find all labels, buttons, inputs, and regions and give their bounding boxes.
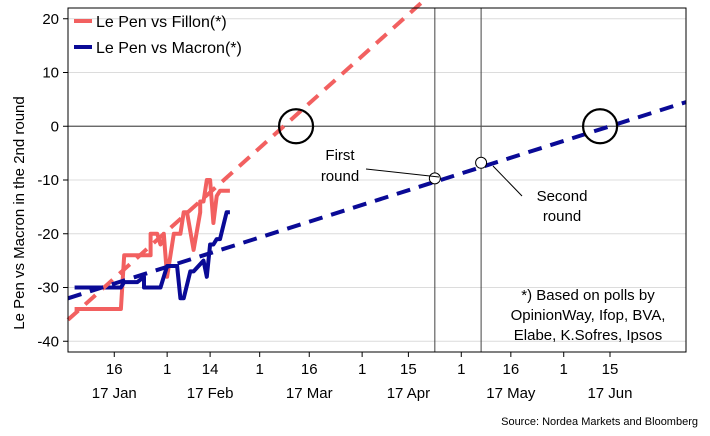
series-line-0 bbox=[74, 178, 230, 311]
series-lines bbox=[66, 1, 687, 322]
trend-line-2 bbox=[66, 1, 423, 322]
x-month-label: 17 Jan bbox=[92, 385, 137, 402]
x-tick-label: 1 bbox=[163, 361, 171, 378]
y-axis-label: Le Pen vs Macron in the 2nd round bbox=[11, 96, 28, 329]
y-tick-label: -40 bbox=[37, 333, 59, 350]
trend-line-3 bbox=[67, 100, 687, 301]
round-marker bbox=[475, 156, 488, 169]
first-round-annotation: First round bbox=[321, 147, 440, 185]
annotation-markers bbox=[277, 108, 619, 185]
x-tick-label: 1 bbox=[457, 361, 465, 378]
y-tick-label: 0 bbox=[51, 118, 59, 135]
first-round-label-line2: round bbox=[321, 168, 359, 185]
polls-note-line2: OpinionWay, Ifop, BVA, bbox=[511, 307, 666, 324]
legend-label-macron: Le Pen vs Macron(*) bbox=[96, 40, 242, 57]
legend-label-fillon: Le Pen vs Fillon(*) bbox=[96, 14, 227, 31]
second-round-label-line1: Second bbox=[537, 188, 588, 205]
second-round-label-line2: round bbox=[543, 208, 581, 225]
first-round-leader bbox=[365, 168, 440, 178]
x-tick-label: 1 bbox=[358, 361, 366, 378]
x-tick-label: 1 bbox=[256, 361, 264, 378]
polls-note: *) Based on polls by OpinionWay, Ifop, B… bbox=[511, 287, 666, 344]
polls-note-line1: *) Based on polls by bbox=[521, 287, 655, 304]
x-axis-ticks: 16 1 14 1 16 1 15 1 16 1 15 17 Jan 17 Feb 17 Mar 17 Ap… bbox=[92, 352, 633, 402]
source-note: Source: Nordea Markets and Bloomberg bbox=[501, 416, 698, 428]
y-tick-label: 20 bbox=[42, 11, 59, 28]
breakeven-circle bbox=[277, 108, 315, 145]
x-tick-label: 14 bbox=[202, 361, 219, 378]
legend: Le Pen vs Fillon(*) Le Pen vs Macron(*) bbox=[74, 14, 242, 57]
x-tick-label: 15 bbox=[602, 361, 619, 378]
y-tick-label: -30 bbox=[37, 280, 59, 297]
second-round-leader bbox=[492, 165, 523, 197]
x-tick-label: 16 bbox=[503, 361, 520, 378]
round-marker bbox=[428, 172, 441, 185]
gridlines bbox=[68, 18, 686, 342]
x-tick-label: 15 bbox=[400, 361, 417, 378]
series-line-1 bbox=[74, 210, 230, 301]
y-tick-label: -10 bbox=[37, 172, 59, 189]
x-month-label: 17 Feb bbox=[187, 385, 234, 402]
x-month-label: 17 May bbox=[486, 385, 536, 402]
first-round-label-line1: First bbox=[325, 147, 355, 164]
breakeven-circle bbox=[581, 108, 619, 145]
x-tick-label: 16 bbox=[106, 361, 123, 378]
polls-note-line3: Elabe, K.Sofres, Ipsos bbox=[514, 327, 662, 344]
second-round-annotation: Second round bbox=[492, 165, 588, 225]
x-month-label: 17 Jun bbox=[587, 385, 632, 402]
y-tick-label: -20 bbox=[37, 226, 59, 243]
y-axis-ticks: 20 10 0 -10 -20 -30 -40 bbox=[37, 11, 68, 350]
x-month-label: 17 Mar bbox=[286, 385, 333, 402]
x-tick-label: 1 bbox=[560, 361, 568, 378]
x-month-label: 17 Apr bbox=[387, 385, 430, 402]
y-tick-label: 10 bbox=[42, 65, 59, 82]
x-tick-label: 16 bbox=[301, 361, 318, 378]
